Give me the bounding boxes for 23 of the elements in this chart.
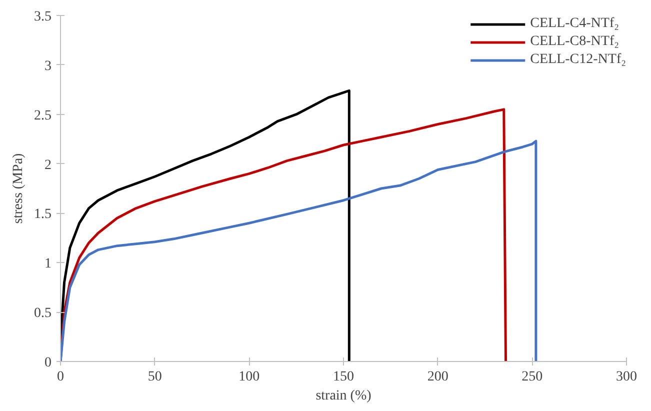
x-tick-label: 150: [333, 370, 354, 384]
line-series: [60, 89, 350, 362]
y-tick-label: 2: [44, 158, 52, 173]
legend-label: CELL-C4-NTf₂: [530, 15, 619, 33]
y-tick-label: 0: [44, 356, 52, 370]
line-series: [60, 140, 538, 362]
legend-label: CELL-C12-NTf₂: [530, 51, 626, 69]
x-tick-label: 0: [57, 370, 64, 384]
x-tick-label: 50: [148, 370, 162, 384]
x-axis-title: strain (%): [316, 388, 372, 404]
x-tick-label: 200: [427, 370, 448, 384]
y-tick-label: 0.5: [34, 306, 52, 322]
x-tick-label: 100: [238, 370, 260, 384]
y-tick-label: 1: [44, 256, 52, 272]
y-tick-label: 3.5: [34, 10, 52, 24]
y-axis-title: stress (MPa): [11, 152, 26, 224]
x-tick-label: 300: [616, 370, 637, 384]
line-series: [60, 108, 508, 362]
legend-label: CELL-C8-NTf₂: [530, 33, 619, 51]
y-tick-label: 1.5: [34, 207, 52, 222]
x-tick-label: 250: [522, 370, 543, 384]
y-tick-label: 3: [44, 58, 52, 74]
y-tick-label: 2.5: [34, 108, 52, 124]
